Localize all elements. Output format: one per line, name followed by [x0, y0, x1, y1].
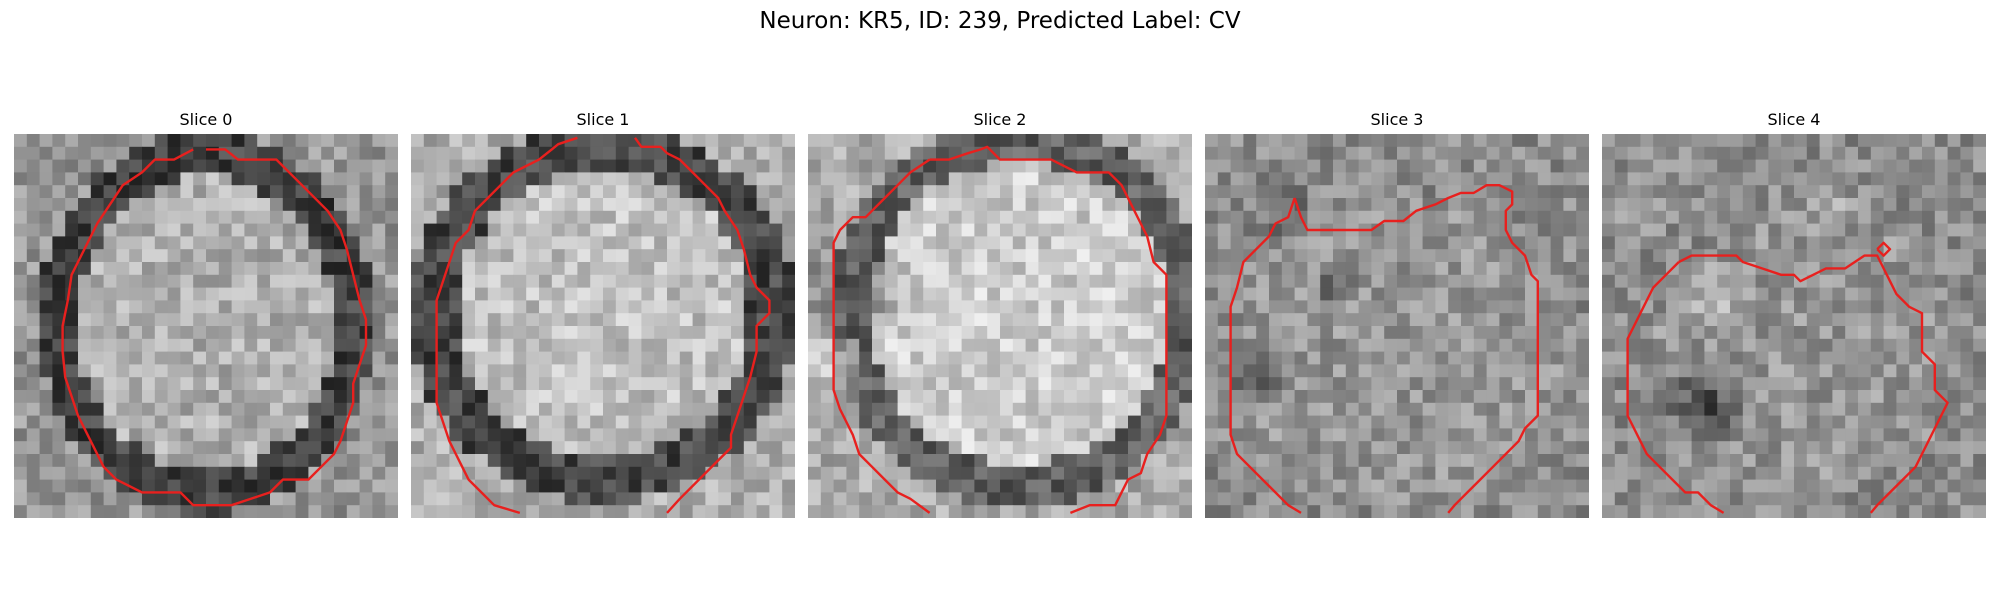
panel-slice-0: Slice 0 — [14, 108, 398, 518]
pixel-grid — [1205, 134, 1589, 518]
panel-title: Slice 1 — [411, 108, 795, 132]
panel-title: Slice 0 — [14, 108, 398, 132]
figure-title: Neuron: KR5, ID: 239, Predicted Label: C… — [0, 8, 2000, 34]
panel-title: Slice 4 — [1602, 108, 1986, 132]
panel-title: Slice 3 — [1205, 108, 1589, 132]
pixel-grid — [411, 134, 795, 518]
panel-slice-4: Slice 4 — [1602, 108, 1986, 518]
pixel-grid — [1602, 134, 1986, 518]
panel-slice-2: Slice 2 — [808, 108, 1192, 518]
panel-slice-1: Slice 1 — [411, 108, 795, 518]
slice-image — [808, 134, 1192, 518]
slice-image — [1602, 134, 1986, 518]
slice-image — [411, 134, 795, 518]
slice-image — [1205, 134, 1589, 518]
slice-image — [14, 134, 398, 518]
pixel-grid — [14, 134, 398, 518]
panel-slice-3: Slice 3 — [1205, 108, 1589, 518]
panel-title: Slice 2 — [808, 108, 1192, 132]
